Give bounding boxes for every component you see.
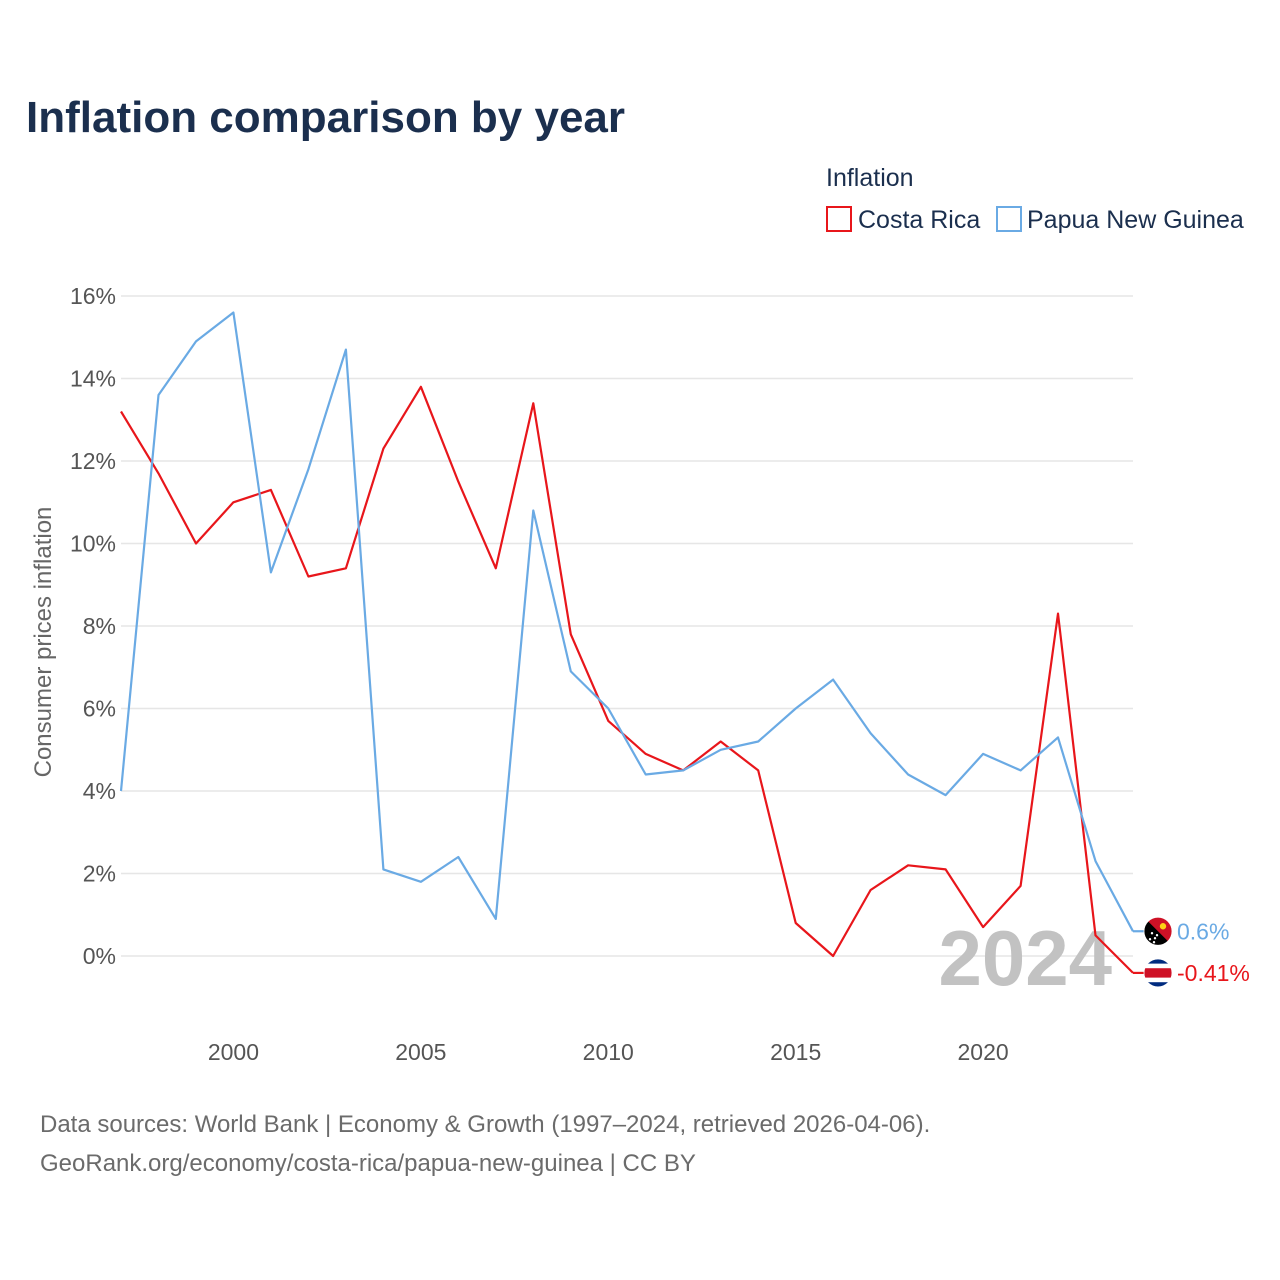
- legend-label-costa-rica: Costa Rica: [858, 206, 980, 234]
- x-tick-label: 2010: [583, 1039, 634, 1065]
- y-axis-ticks: 0% 2% 4% 6% 8% 10% 12% 14% 16%: [70, 283, 116, 969]
- y-tick-label: 4%: [83, 778, 116, 804]
- chart-title: Inflation comparison by year: [26, 93, 625, 142]
- costa-rica-flag-icon: [1143, 958, 1173, 988]
- legend-item-costa-rica[interactable]: Costa Rica: [826, 206, 980, 234]
- y-tick-label: 0%: [83, 943, 116, 969]
- x-tick-label: 2015: [770, 1039, 821, 1065]
- legend-swatch-papua-new-guinea: [996, 206, 1022, 232]
- legend-label-papua-new-guinea: Papua New Guinea: [1027, 206, 1244, 234]
- gridlines: [121, 295, 1133, 957]
- series-line-papua-new-guinea[interactable]: [119, 311, 1134, 932]
- y-tick-label: 8%: [83, 613, 116, 639]
- series-end-markers: -0.41% 0.6%: [1133, 916, 1250, 988]
- y-tick-label: 6%: [83, 696, 116, 722]
- source-line-1: Data sources: World Bank | Economy & Gro…: [40, 1111, 930, 1138]
- x-tick-label: 2000: [208, 1039, 259, 1065]
- series-lines: [119, 311, 1134, 974]
- y-tick-label: 2%: [83, 861, 116, 887]
- x-tick-label: 2005: [395, 1039, 446, 1065]
- papua-new-guinea-flag-icon: [1143, 916, 1173, 946]
- y-tick-label: 12%: [70, 448, 116, 474]
- source-line-2[interactable]: GeoRank.org/economy/costa-rica/papua-new…: [40, 1150, 696, 1177]
- y-tick-label: 10%: [70, 531, 116, 557]
- y-tick-label: 16%: [70, 283, 116, 309]
- series-line-costa-rica[interactable]: [120, 385, 1134, 974]
- legend-title: Inflation: [826, 164, 914, 192]
- y-tick-label: 14%: [70, 366, 116, 392]
- year-watermark: 2024: [938, 914, 1112, 1002]
- end-value-label-papua-new-guinea: 0.6%: [1177, 918, 1229, 944]
- legend-item-papua-new-guinea[interactable]: Papua New Guinea: [996, 206, 1244, 234]
- x-axis-ticks: 2000 2005 2010 2015 2020: [208, 1039, 1009, 1065]
- legend-swatch-costa-rica: [826, 206, 852, 232]
- end-value-label-costa-rica: -0.41%: [1177, 960, 1250, 986]
- x-tick-label: 2020: [957, 1039, 1008, 1065]
- y-axis-label: Consumer prices inflation: [30, 507, 57, 778]
